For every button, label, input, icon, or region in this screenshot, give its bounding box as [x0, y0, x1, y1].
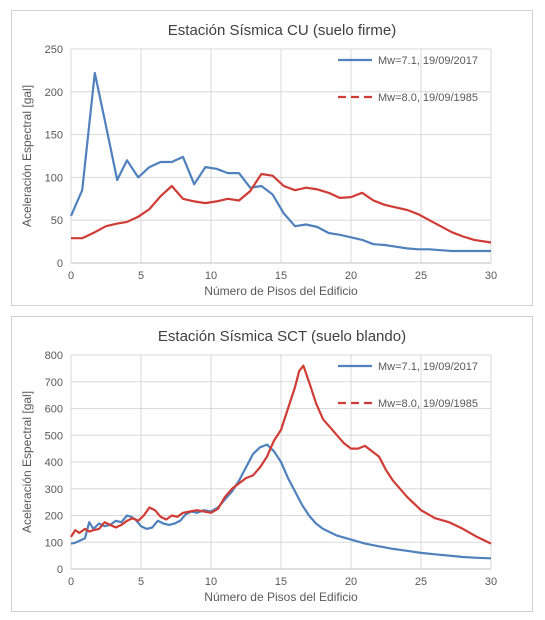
x-tick-label: 25	[415, 576, 427, 588]
x-tick-label: 15	[275, 576, 287, 588]
y-tick-label: 400	[45, 457, 63, 469]
x-tick-label: 30	[485, 576, 497, 588]
x-tick-label: 30	[485, 270, 497, 282]
y-tick-label: 150	[45, 130, 63, 142]
chart-panel-sct: Estación Sísmica SCT (suelo blando) 0 5 10 1…	[11, 316, 533, 612]
y-tick-label: 100	[45, 537, 63, 549]
series-line-0	[69, 71, 491, 253]
y-tick-label: 50	[51, 215, 63, 227]
x-tick-label: 10	[205, 576, 217, 588]
chart-sct: Estación Sísmica SCT (suelo blando) 0 5 10 1…	[20, 328, 497, 604]
chart-panel-cu: Estación Sísmica CU (suelo firme) 0 5 10 15 2…	[11, 10, 533, 306]
y-axis-label: Aceleración Espectral [gal]	[20, 391, 34, 533]
y-axis-label: Aceleración Espectral [gal]	[20, 85, 34, 227]
legend-label-0: Mw=7.1, 19/09/2017	[378, 55, 478, 67]
series-line-1	[70, 364, 492, 545]
chart-title: Estación Sísmica SCT (suelo blando)	[158, 328, 406, 345]
y-tick-label: 100	[45, 172, 63, 184]
y-tick-label: 0	[57, 564, 63, 576]
x-axis-label: Número de Pisos del Edificio	[204, 284, 358, 298]
y-tick-label: 0	[57, 258, 63, 270]
x-tick-label: 5	[138, 270, 144, 282]
y-tick-label: 500	[45, 430, 63, 442]
legend-label-1: Mw=8.0, 19/09/1985	[378, 92, 478, 104]
y-tick-label: 800	[45, 350, 63, 362]
y-tick-label: 700	[45, 377, 63, 389]
x-tick-label: 0	[68, 270, 74, 282]
legend-label-1: Mw=8.0, 19/09/1985	[378, 398, 478, 410]
y-tick-label: 200	[45, 511, 63, 523]
x-tick-label: 10	[205, 270, 217, 282]
x-tick-label: 5	[138, 576, 144, 588]
y-tick-label: 600	[45, 404, 63, 416]
x-axis-label: Número de Pisos del Edificio	[204, 590, 358, 604]
y-tick-label: 300	[45, 484, 63, 496]
x-tick-label: 15	[275, 270, 287, 282]
x-tick-label: 20	[345, 270, 357, 282]
series-line-1	[71, 172, 492, 244]
y-tick-label: 250	[45, 44, 63, 56]
chart-title: Estación Sísmica CU (suelo firme)	[168, 22, 396, 39]
chart-cu: Estación Sísmica CU (suelo firme) 0 5 10 15 2…	[20, 22, 497, 298]
legend-label-0: Mw=7.1, 19/09/2017	[378, 361, 478, 373]
x-tick-label: 20	[345, 576, 357, 588]
y-tick-label: 200	[45, 87, 63, 99]
x-tick-label: 25	[415, 270, 427, 282]
x-tick-label: 0	[68, 576, 74, 588]
